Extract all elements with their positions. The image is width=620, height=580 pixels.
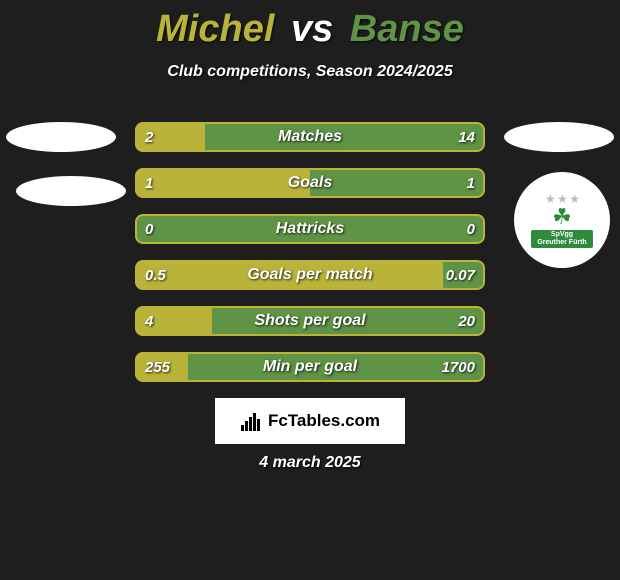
left-avatar-placeholder-1 <box>6 122 116 152</box>
stat-label: Goals per match <box>135 260 485 290</box>
player1-name: Michel <box>156 8 274 50</box>
watermark-bars-icon <box>240 411 262 431</box>
stat-label: Min per goal <box>135 352 485 382</box>
right-team-logo: ★ ★ ★ ☘ SpVgg Greuther Fürth <box>514 172 610 268</box>
left-avatar-placeholder-2 <box>16 176 126 206</box>
stat-bar: 11Goals <box>135 168 485 198</box>
subtitle: Club competitions, Season 2024/2025 <box>0 63 620 81</box>
watermark: FcTables.com <box>215 398 405 444</box>
stat-label: Goals <box>135 168 485 198</box>
stat-label: Shots per goal <box>135 306 485 336</box>
stat-bar: 214Matches <box>135 122 485 152</box>
watermark-text: FcTables.com <box>268 411 380 431</box>
comparison-bars: 214Matches 11Goals 00Hattricks 0.50.07Goals… <box>135 122 485 398</box>
logo-banner: SpVgg Greuther Fürth <box>531 230 592 249</box>
player2-name: Banse <box>350 8 464 50</box>
date-text: 4 march 2025 <box>0 454 620 472</box>
right-avatar-placeholder-1 <box>504 122 614 152</box>
stat-label: Matches <box>135 122 485 152</box>
comparison-title: Michel vs Banse <box>0 0 620 51</box>
vs-text: vs <box>291 8 333 50</box>
stat-label: Hattricks <box>135 214 485 244</box>
logo-clover-icon: ☘ <box>552 206 572 228</box>
stat-bar: 00Hattricks <box>135 214 485 244</box>
stat-bar: 420Shots per goal <box>135 306 485 336</box>
stat-bar: 0.50.07Goals per match <box>135 260 485 290</box>
stat-bar: 2551700Min per goal <box>135 352 485 382</box>
